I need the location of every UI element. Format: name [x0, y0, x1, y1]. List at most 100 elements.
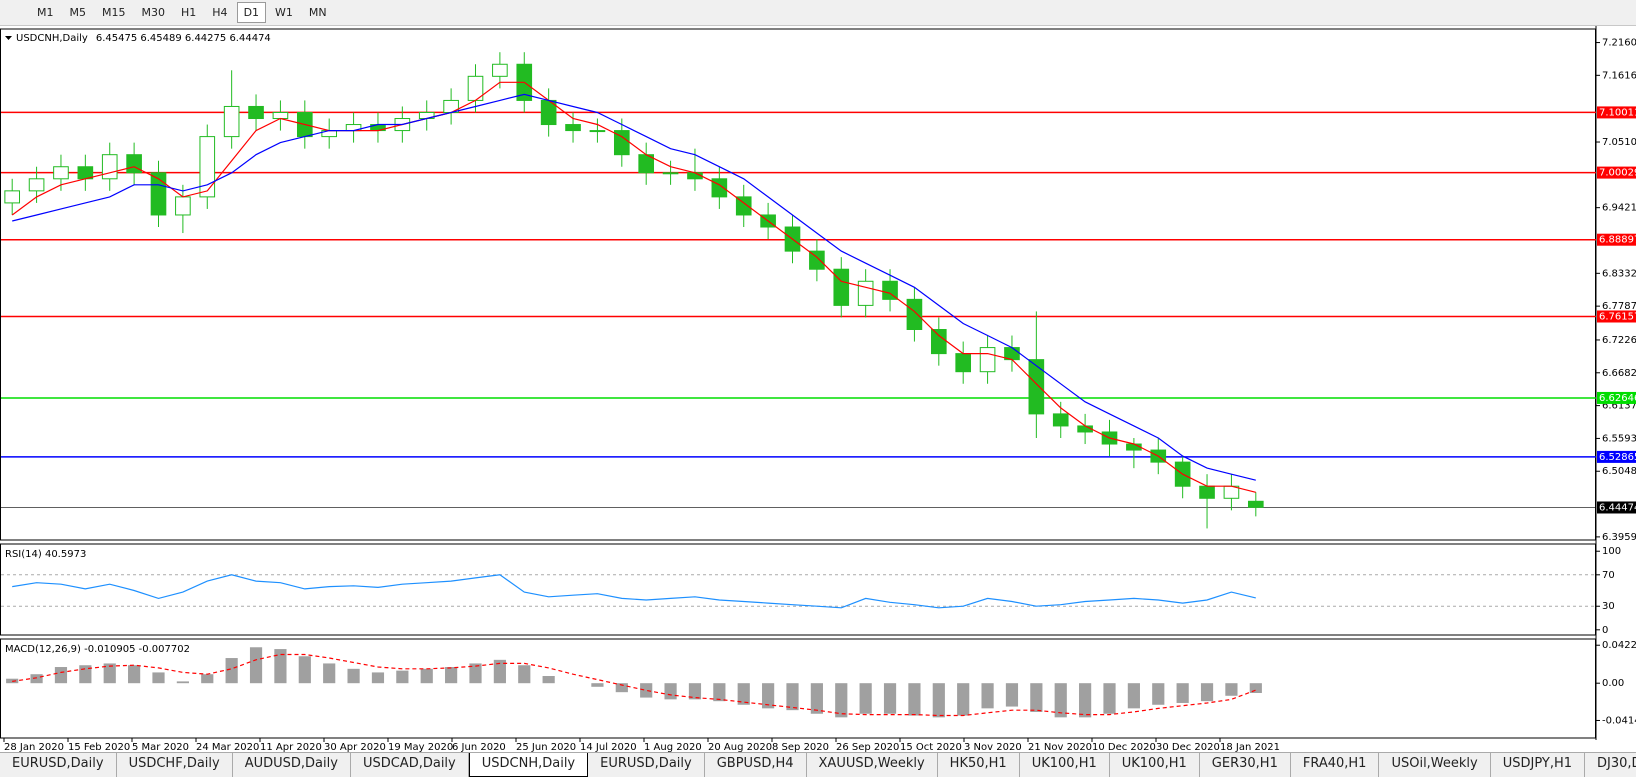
x-tick-label: 28 Jan 2020	[4, 742, 64, 752]
macd-bar	[835, 683, 848, 718]
candle-body	[150, 172, 167, 216]
y-tick-label: 0.042275	[1602, 640, 1636, 651]
chart-tab[interactable]: USDCNH,Daily	[468, 753, 589, 777]
chart-tab[interactable]: USDJPY,H1	[1491, 753, 1586, 777]
chart-info: 6.45475 6.45489 6.44275 6.44474	[96, 33, 271, 44]
y-tick-label: 7.16165	[1602, 70, 1636, 81]
level-label: 6.44474	[1599, 502, 1636, 513]
chart-tab[interactable]: UK100,H1	[1110, 753, 1200, 777]
x-tick-label: 8 Sep 2020	[772, 742, 829, 752]
candle-body	[1247, 500, 1264, 508]
timeframe-button[interactable]: W1	[275, 6, 293, 19]
level-label: 6.76157	[1599, 311, 1636, 322]
candle-body	[809, 250, 825, 270]
candle-body	[857, 280, 874, 306]
macd-bar	[103, 663, 116, 684]
macd-bar	[1005, 683, 1019, 707]
chart-tab[interactable]: EURUSD,Daily	[0, 753, 117, 777]
candle-body	[126, 154, 142, 174]
timeframe-button[interactable]: M15	[102, 6, 126, 19]
macd-bar	[128, 665, 141, 684]
timeframe-toolbar: M1 M5 M15 M30 H1 H4 D1 W1 MN	[0, 0, 1636, 26]
macd-bar	[152, 672, 165, 684]
macd-bar	[762, 683, 775, 709]
macd-bar	[1054, 683, 1067, 718]
candle-body	[589, 130, 606, 133]
macd-bar	[1103, 683, 1116, 714]
level-tag	[1597, 106, 1636, 119]
x-tick-label: 30 Apr 2020	[324, 742, 386, 752]
y-tick-label: 70	[1602, 570, 1615, 581]
macd-bar	[30, 674, 43, 684]
chart-tab[interactable]: DJ30,Daily	[1585, 753, 1636, 777]
chart-tab[interactable]: EURUSD,Daily	[588, 753, 705, 777]
timeframe-button[interactable]: D1	[236, 2, 267, 23]
macd-bar	[640, 683, 653, 698]
level-label: 7.10011	[1599, 107, 1636, 118]
candle-body	[28, 178, 45, 192]
macd-bar	[323, 663, 336, 684]
candle-body	[1199, 485, 1215, 499]
chart-title: USDCNH,Daily	[16, 33, 88, 44]
timeframe-button[interactable]: M5	[69, 6, 87, 19]
candle-body	[711, 178, 728, 198]
candle-body	[930, 328, 947, 355]
candle-body	[906, 298, 923, 330]
y-tick-label: 30	[1602, 601, 1615, 612]
x-tick-label: 14 Jul 2020	[580, 742, 637, 752]
x-tick-label: 1 Aug 2020	[644, 742, 702, 752]
x-tick-label: 30 Dec 2020	[1156, 742, 1220, 752]
x-tick-label: 25 Jun 2020	[516, 742, 576, 752]
x-tick-label: 11 Apr 2020	[260, 742, 322, 752]
macd-bar	[176, 681, 189, 684]
chart-tab[interactable]: USDCHF,Daily	[117, 753, 233, 777]
macd-bar	[201, 674, 214, 684]
level-tag	[1597, 233, 1636, 246]
y-tick-label: 6.39595	[1602, 532, 1636, 543]
macd-bar	[1249, 683, 1262, 693]
level-tag	[1597, 166, 1636, 179]
timeframe-button[interactable]: MN	[308, 6, 327, 19]
macd-bar	[249, 647, 263, 684]
macd-bar	[54, 667, 68, 684]
macd-bar	[859, 683, 872, 714]
x-tick-label: 15 Feb 2020	[68, 742, 130, 752]
macd-bar	[518, 665, 531, 684]
y-tick-label: 7.05100	[1602, 137, 1636, 148]
candle-body	[272, 111, 289, 120]
macd-bar	[1200, 683, 1214, 702]
panel-frame	[0, 28, 1596, 541]
macd-bar	[1079, 683, 1092, 718]
candle-body	[53, 166, 69, 180]
timeframe-button[interactable]: H1	[181, 6, 197, 19]
candle-body	[735, 196, 752, 216]
y-tick-label: 6.72265	[1602, 335, 1636, 346]
macd-bar	[225, 658, 238, 684]
macd-bar	[469, 663, 482, 684]
y-tick-label: 6.55930	[1602, 433, 1636, 444]
timeframe-button[interactable]: M1	[37, 6, 54, 19]
chart-tab[interactable]: UK100,H1	[1020, 753, 1110, 777]
candle-body	[223, 105, 240, 138]
chart-tab[interactable]: GBPUSD,H4	[705, 753, 807, 777]
macd-bar	[445, 667, 458, 684]
level-tag	[1597, 501, 1636, 514]
macd-bar	[274, 649, 287, 684]
chart-tab[interactable]: GER30,H1	[1200, 753, 1291, 777]
chart-tab[interactable]: HK50,H1	[938, 753, 1020, 777]
level-tag	[1597, 450, 1636, 463]
x-tick-label: 18 Jan 2021	[1220, 742, 1280, 752]
chart-tab[interactable]: USOil,Weekly	[1379, 753, 1491, 777]
timeframe-button[interactable]: H4	[212, 6, 228, 19]
y-tick-label: -0.04148	[1602, 715, 1636, 726]
chart-tab[interactable]: FRA40,H1	[1291, 753, 1380, 777]
chart-tab[interactable]: USDCAD,Daily	[351, 753, 469, 777]
candle-body	[492, 63, 508, 77]
chart-tab[interactable]: AUDUSD,Daily	[233, 753, 351, 777]
chart-tab[interactable]: XAUUSD,Weekly	[807, 753, 938, 777]
y-tick-label: 0	[1602, 625, 1608, 636]
timeframe-button[interactable]: M30	[141, 6, 166, 19]
macd-bar	[664, 683, 677, 700]
x-tick-label: 6 Jun 2020	[452, 742, 506, 752]
